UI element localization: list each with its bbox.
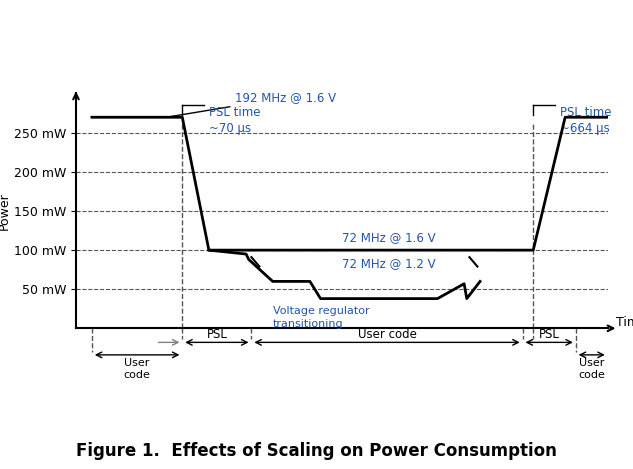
Text: PSL time
~70 μs: PSL time ~70 μs [209, 106, 260, 136]
Text: PSL time
~664 μs: PSL time ~664 μs [560, 106, 611, 136]
Text: User
code: User code [123, 358, 151, 379]
Text: User
code: User code [579, 358, 605, 379]
Text: 192 MHz @ 1.6 V: 192 MHz @ 1.6 V [169, 91, 337, 117]
Y-axis label: Power: Power [0, 192, 11, 230]
Text: User code: User code [358, 328, 417, 341]
Text: Time: Time [616, 316, 633, 329]
Text: 72 MHz @ 1.6 V: 72 MHz @ 1.6 V [342, 231, 436, 244]
Text: 72 MHz @ 1.2 V: 72 MHz @ 1.2 V [342, 257, 436, 271]
Text: Voltage regulator
transitioning: Voltage regulator transitioning [273, 306, 369, 329]
Text: PSL: PSL [539, 328, 560, 341]
Text: PSL: PSL [206, 328, 227, 341]
Text: Figure 1.  Effects of Scaling on Power Consumption: Figure 1. Effects of Scaling on Power Co… [76, 442, 557, 460]
